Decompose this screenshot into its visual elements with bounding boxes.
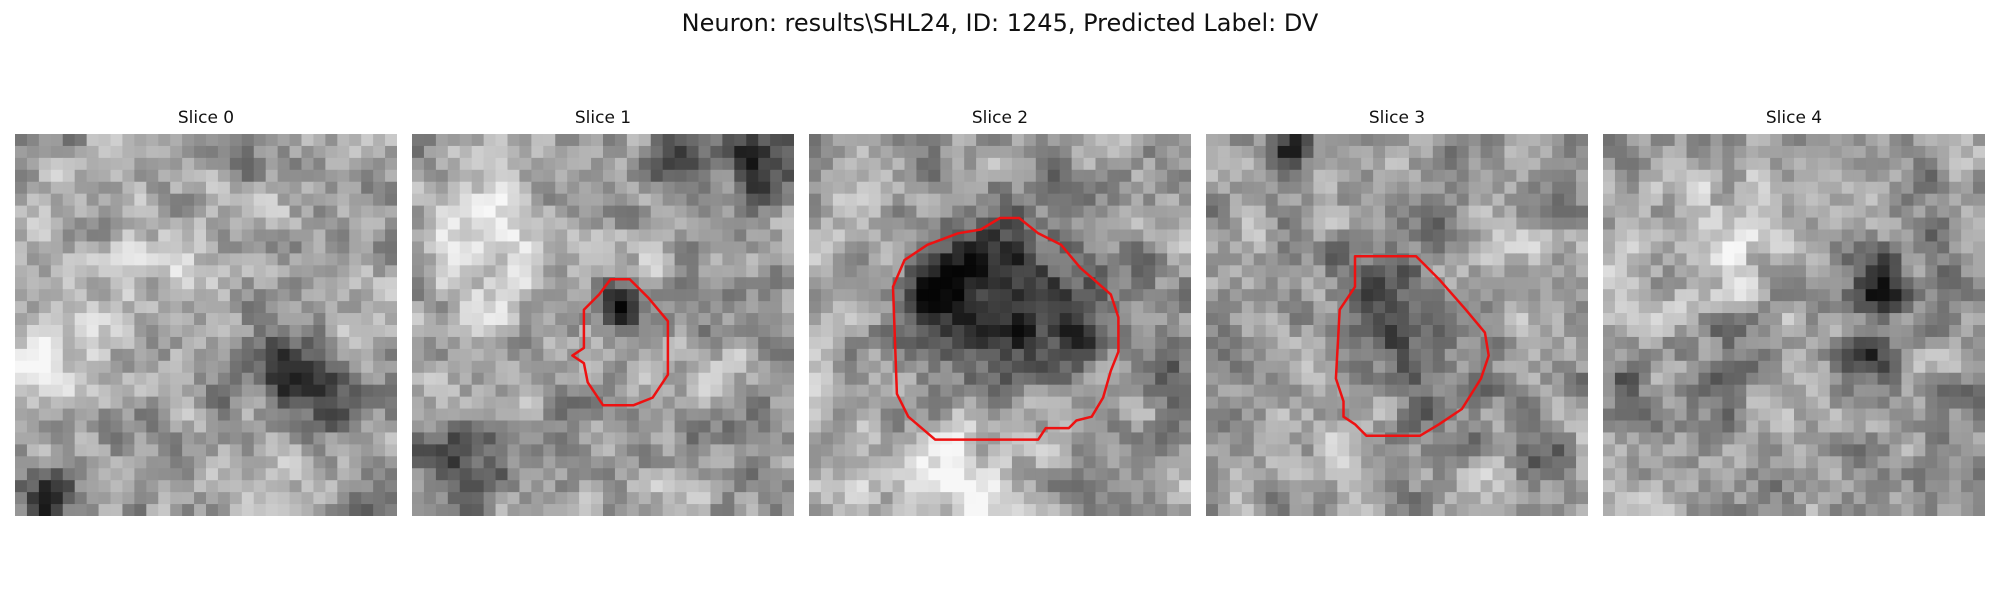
slice-panel-0: Slice 0	[15, 106, 397, 522]
slice-image	[809, 134, 1191, 516]
neuron-contour	[1334, 254, 1490, 438]
slice-svg	[1603, 134, 1985, 516]
slice-svg	[1206, 134, 1588, 516]
slice-svg	[412, 134, 794, 516]
slice-panel-1: Slice 1	[412, 106, 794, 522]
slice-title: Slice 2	[971, 108, 1029, 128]
slice-image	[412, 134, 794, 516]
neuron-contour	[571, 277, 670, 407]
slice-title: Slice 0	[177, 108, 235, 128]
slice-title: Slice 3	[1368, 108, 1426, 128]
slice-svg	[809, 134, 1191, 516]
slice-panel-2: Slice 2	[809, 106, 1191, 522]
slice-panel-3: Slice 3	[1206, 106, 1588, 522]
figure-title: Neuron: results\SHL24, ID: 1245, Predict…	[681, 9, 1319, 37]
slice-image	[1603, 134, 1985, 516]
slice-image	[15, 134, 397, 516]
slice-image	[1206, 134, 1588, 516]
slice-title: Slice 4	[1765, 108, 1823, 128]
slice-svg	[15, 134, 397, 516]
slice-panel-4: Slice 4	[1603, 106, 1985, 522]
slice-title: Slice 1	[574, 108, 632, 128]
neuron-contour	[891, 216, 1120, 441]
